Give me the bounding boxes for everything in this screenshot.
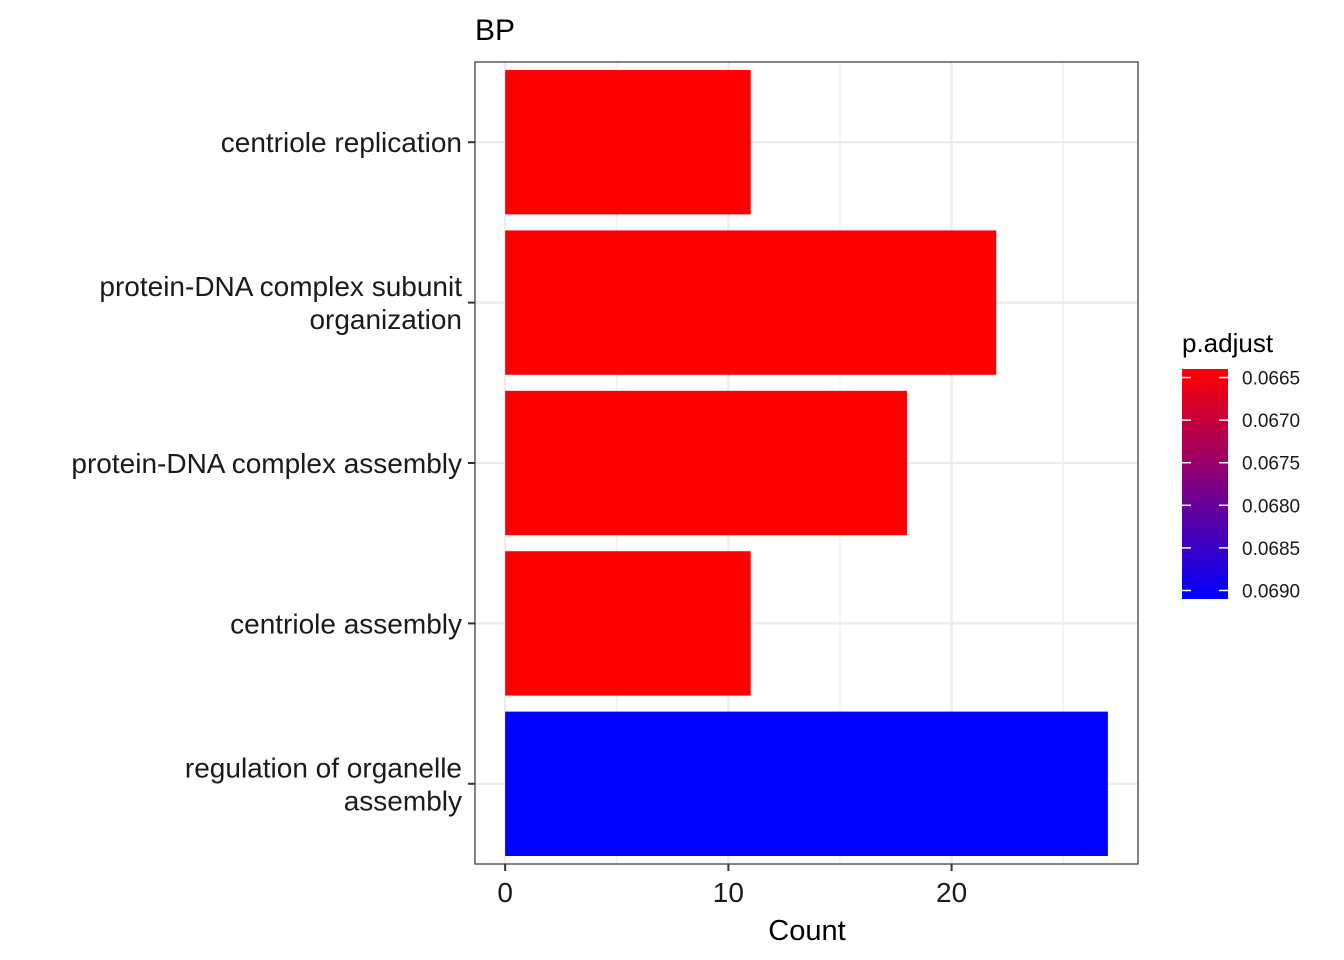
x-tick-label: 20 [936, 877, 967, 908]
bar [505, 230, 997, 375]
x-tick-label: 0 [497, 877, 513, 908]
y-tick-label: protein-DNA complex assembly [71, 448, 462, 479]
y-tick-label: assembly [344, 785, 462, 816]
bar [505, 390, 907, 536]
x-axis-label: Count [768, 915, 845, 947]
legend-tick-label: 0.0670 [1242, 411, 1300, 432]
legend: p.adjust 0.06650.06700.06750.06800.06850… [1182, 328, 1300, 602]
legend-tick-label: 0.0690 [1242, 581, 1300, 602]
y-tick-label: centriole assembly [230, 608, 462, 639]
bar [505, 711, 1108, 856]
legend-title: p.adjust [1182, 328, 1274, 358]
y-tick-label: protein-DNA complex subunit [99, 271, 462, 302]
bar [505, 551, 751, 696]
legend-tick-label: 0.0680 [1242, 496, 1300, 517]
y-tick-label: regulation of organelle [185, 752, 462, 783]
y-tick-label: centriole replication [221, 127, 462, 158]
legend-tick-label: 0.0675 [1242, 454, 1300, 475]
x-axis: 0 10 20 [497, 864, 967, 908]
y-tick-label: organization [309, 304, 462, 335]
legend-colorbar [1182, 369, 1228, 599]
bar [505, 70, 751, 215]
y-axis: centriole replication protein-DNA complex… [71, 127, 475, 816]
legend-tick-label: 0.0685 [1242, 539, 1300, 560]
legend-ticks: 0.0665 0.0670 0.0675 0.0680 0.0685 0.0690 [1182, 369, 1300, 602]
chart-title: BP [475, 14, 515, 47]
bars [505, 70, 1108, 856]
legend-tick-label: 0.0665 [1242, 369, 1300, 390]
x-tick-label: 10 [713, 877, 744, 908]
